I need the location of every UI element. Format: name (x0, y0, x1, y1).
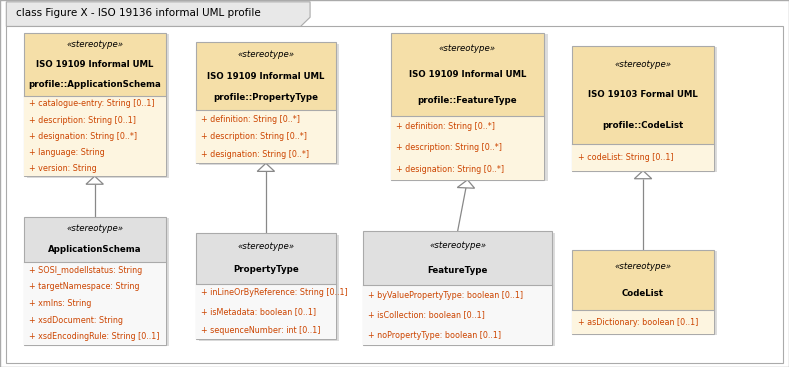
Bar (572, 46, 714, 171)
Text: profile::PropertyType: profile::PropertyType (213, 93, 319, 102)
Text: + designation: String [0..*]: + designation: String [0..*] (29, 131, 137, 141)
Text: + isMetadata: boolean [0..1]: + isMetadata: boolean [0..1] (201, 307, 316, 316)
Polygon shape (634, 171, 652, 179)
Bar (24, 96, 166, 176)
Text: + sequenceNumber: int [0..1]: + sequenceNumber: int [0..1] (201, 326, 320, 335)
Text: + description: String [0..*]: + description: String [0..*] (201, 132, 307, 141)
Text: FeatureType: FeatureType (428, 266, 488, 275)
Bar (196, 42, 336, 163)
Text: + designation: String [0..*]: + designation: String [0..*] (201, 150, 309, 159)
Text: + description: String [0..1]: + description: String [0..1] (29, 116, 136, 124)
Bar (24, 262, 166, 345)
Bar (24, 33, 166, 176)
Bar (394, 34, 548, 181)
Text: class Figure X - ISO 19136 informal UML profile: class Figure X - ISO 19136 informal UML … (16, 8, 260, 18)
Bar (363, 285, 552, 345)
Text: + language: String: + language: String (29, 148, 105, 157)
Text: + codeList: String [0..1]: + codeList: String [0..1] (578, 153, 673, 162)
Text: + noPropertyType: boolean [0..1]: + noPropertyType: boolean [0..1] (368, 331, 502, 339)
Bar (366, 233, 555, 346)
Bar (391, 116, 544, 180)
Text: CodeList: CodeList (622, 289, 664, 298)
Polygon shape (6, 2, 310, 26)
Bar (27, 34, 169, 178)
Text: «stereotype»: «stereotype» (439, 44, 496, 53)
Bar (391, 33, 544, 180)
Text: profile::FeatureType: profile::FeatureType (417, 96, 518, 105)
Bar (199, 235, 339, 341)
Text: + byValuePropertyType: boolean [0..1]: + byValuePropertyType: boolean [0..1] (368, 291, 524, 300)
Bar (575, 251, 717, 335)
Text: + xsdEncodingRule: String [0..1]: + xsdEncodingRule: String [0..1] (29, 332, 159, 341)
Text: + xmlns: String: + xmlns: String (29, 299, 92, 308)
Text: «stereotype»: «stereotype» (429, 241, 486, 250)
Bar (24, 217, 166, 345)
Text: + xsdDocument: String: + xsdDocument: String (29, 316, 123, 324)
Text: PropertyType: PropertyType (233, 265, 299, 274)
Text: «stereotype»: «stereotype» (66, 225, 123, 233)
Polygon shape (257, 163, 275, 171)
Bar (196, 233, 336, 339)
Text: + version: String: + version: String (29, 164, 97, 172)
Bar (196, 110, 336, 163)
Text: «stereotype»: «stereotype» (615, 60, 671, 69)
Text: «stereotype»: «stereotype» (237, 51, 294, 59)
Text: «stereotype»: «stereotype» (615, 262, 671, 270)
Text: + inLineOrByReference: String [0..1]: + inLineOrByReference: String [0..1] (201, 288, 348, 297)
Text: ISO 19109 Informal UML: ISO 19109 Informal UML (36, 60, 153, 69)
Text: + definition: String [0..*]: + definition: String [0..*] (396, 122, 495, 131)
Text: + designation: String [0..*]: + designation: String [0..*] (396, 165, 504, 174)
Bar (199, 44, 339, 165)
Text: «stereotype»: «stereotype» (66, 40, 123, 49)
Text: «stereotype»: «stereotype» (237, 242, 294, 251)
Text: ISO 19109 Informal UML: ISO 19109 Informal UML (409, 70, 526, 79)
Text: + asDictionary: boolean [0..1]: + asDictionary: boolean [0..1] (578, 317, 698, 327)
Bar (27, 218, 169, 346)
Text: ISO 19109 Informal UML: ISO 19109 Informal UML (208, 72, 324, 81)
Bar (572, 144, 714, 171)
Text: profile::ApplicationSchema: profile::ApplicationSchema (28, 80, 161, 89)
Bar (575, 47, 717, 172)
Bar (572, 310, 714, 334)
Polygon shape (86, 176, 103, 184)
Bar (572, 250, 714, 334)
Text: + definition: String [0..*]: + definition: String [0..*] (201, 115, 300, 124)
Bar (363, 231, 552, 345)
Text: + targetNamespace: String: + targetNamespace: String (29, 283, 140, 291)
Text: + catalogue-entry: String [0..1]: + catalogue-entry: String [0..1] (29, 99, 155, 109)
Text: + description: String [0..*]: + description: String [0..*] (396, 143, 502, 152)
Text: profile::CodeList: profile::CodeList (603, 121, 683, 130)
Text: ApplicationSchema: ApplicationSchema (48, 245, 141, 254)
Text: ISO 19103 Formal UML: ISO 19103 Formal UML (588, 90, 698, 99)
Bar (196, 284, 336, 339)
Text: + isCollection: boolean [0..1]: + isCollection: boolean [0..1] (368, 310, 485, 320)
Polygon shape (458, 180, 474, 188)
Text: + SOSI_modellstatus: String: + SOSI_modellstatus: String (29, 266, 143, 275)
